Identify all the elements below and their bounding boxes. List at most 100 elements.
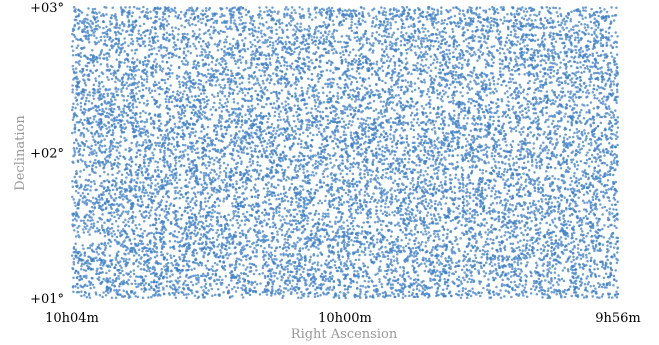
scatter-point — [284, 100, 287, 103]
scatter-point — [165, 276, 169, 279]
scatter-point — [438, 244, 442, 248]
scatter-point — [346, 114, 349, 118]
scatter-point — [435, 187, 439, 191]
scatter-point — [247, 173, 250, 177]
scatter-point — [88, 94, 92, 97]
scatter-point — [436, 156, 439, 160]
scatter-point — [276, 56, 280, 59]
scatter-point — [212, 21, 215, 25]
scatter-point — [206, 68, 210, 72]
scatter-point — [605, 209, 609, 212]
scatter-point — [352, 185, 355, 188]
scatter-point — [284, 40, 287, 44]
scatter-point — [389, 24, 393, 27]
scatter-point — [111, 147, 115, 151]
scatter-point — [596, 224, 599, 227]
scatter-point — [576, 61, 579, 65]
scatter-point — [178, 173, 182, 176]
scatter-point — [376, 181, 379, 184]
scatter-point — [615, 101, 618, 104]
scatter-point — [174, 14, 177, 18]
scatter-point — [457, 275, 461, 279]
scatter-point — [472, 69, 475, 72]
scatter-point — [313, 267, 317, 271]
scatter-point — [77, 27, 80, 31]
scatter-point — [117, 216, 121, 220]
scatter-point — [507, 104, 510, 108]
scatter-point — [484, 272, 488, 275]
scatter-point — [379, 196, 383, 199]
scatter-point — [355, 69, 359, 73]
scatter-point — [460, 108, 463, 111]
scatter-point — [467, 133, 471, 137]
scatter-point — [255, 233, 258, 237]
scatter-point — [551, 219, 554, 222]
scatter-point — [348, 169, 352, 172]
scatter-point — [318, 199, 322, 202]
scatter-point — [554, 6, 558, 10]
scatter-point — [204, 50, 207, 54]
scatter-point — [105, 111, 109, 115]
scatter-point — [202, 40, 205, 43]
scatter-point — [411, 179, 414, 182]
scatter-point — [561, 26, 564, 29]
scatter-point — [193, 294, 197, 298]
scatter-point — [457, 204, 461, 208]
scatter-point — [145, 15, 149, 18]
scatter-point — [542, 275, 546, 278]
scatter-point — [233, 268, 237, 272]
scatter-point — [364, 78, 367, 81]
scatter-point — [435, 294, 438, 298]
scatter-point — [215, 137, 218, 140]
scatter-point — [235, 180, 238, 183]
scatter-point — [364, 293, 367, 296]
scatter-point — [522, 116, 525, 119]
scatter-point — [522, 172, 525, 175]
scatter-point — [190, 291, 194, 295]
scatter-point — [362, 221, 365, 224]
scatter-point — [469, 294, 473, 298]
scatter-point — [579, 248, 583, 252]
scatter-point — [399, 213, 402, 217]
scatter-point — [451, 261, 454, 265]
scatter-point — [258, 6, 261, 9]
scatter-point — [250, 207, 254, 211]
scatter-point — [256, 160, 259, 164]
scatter-point — [284, 191, 288, 194]
scatter-point — [202, 296, 205, 299]
scatter-point — [598, 6, 602, 10]
scatter-point — [483, 274, 486, 278]
scatter-point — [99, 231, 102, 235]
scatter-point — [448, 178, 452, 181]
scatter-point — [550, 252, 554, 256]
scatter-point — [75, 99, 78, 102]
scatter-point — [225, 286, 229, 289]
scatter-point — [89, 69, 92, 72]
scatter-point — [270, 268, 274, 271]
scatter-point — [448, 61, 451, 64]
scatter-point — [104, 294, 108, 297]
scatter-point — [385, 53, 389, 57]
scatter-point — [398, 134, 402, 137]
scatter-point — [252, 186, 256, 189]
scatter-point — [422, 174, 425, 177]
scatter-point — [481, 172, 484, 175]
scatter-point — [270, 185, 273, 188]
scatter-point — [502, 178, 505, 181]
scatter-point — [271, 285, 274, 288]
scatter-point — [366, 173, 370, 176]
scatter-point — [199, 92, 203, 96]
scatter-point — [428, 222, 431, 226]
scatter-point — [615, 131, 619, 134]
scatter-point — [454, 74, 458, 77]
scatter-point — [526, 81, 530, 85]
scatter-point — [92, 118, 96, 121]
scatter-point — [213, 158, 216, 162]
scatter-point — [103, 179, 106, 183]
scatter-point — [492, 119, 495, 123]
scatter-point — [112, 137, 116, 141]
scatter-point — [331, 166, 334, 169]
scatter-point — [377, 217, 380, 220]
scatter-point — [114, 220, 118, 223]
scatter-point — [543, 47, 546, 51]
